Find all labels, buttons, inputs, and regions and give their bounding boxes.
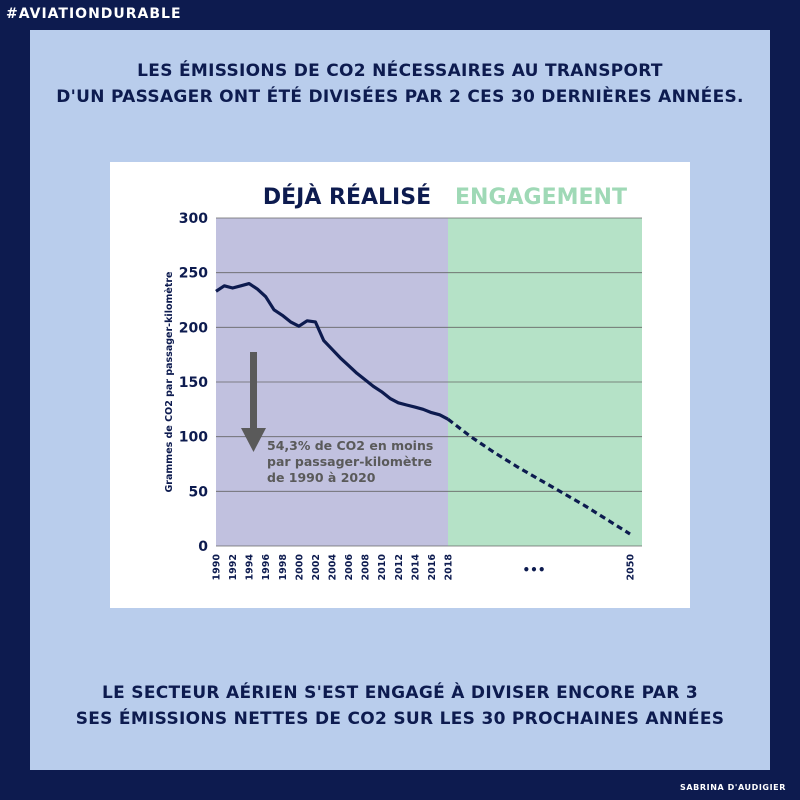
x-tick-2010: 2010 bbox=[377, 554, 388, 581]
x-tick-1994: 1994 bbox=[245, 554, 256, 581]
x-tick-2002: 2002 bbox=[311, 554, 322, 580]
hashtag: #AVIATIONDURABLE bbox=[6, 6, 182, 22]
y-tick-50: 50 bbox=[189, 484, 209, 500]
y-tick-200: 200 bbox=[179, 320, 208, 336]
series-line-realise bbox=[215, 281, 449, 421]
headline-bottom-line-2: SES ÉMISSIONS NETTES DE CO2 SUR LES 30 P… bbox=[75, 709, 725, 729]
x-tick-2012: 2012 bbox=[394, 554, 405, 580]
x-tick-2050: 2050 bbox=[626, 554, 637, 581]
chart-card: 0 50 100 150 200 250 300 DÉJÀ RÉALISÉ ENGAGEMENT… bbox=[110, 162, 690, 608]
x-tick-1998: 1998 bbox=[278, 554, 289, 581]
annotation-line-1: 54,3% de CO2 en moins bbox=[267, 438, 433, 453]
headline-top-line-1: LES ÉMISSIONS DE CO2 NÉCESSAIRES AU TRAN… bbox=[137, 61, 663, 81]
y-tick-250: 250 bbox=[179, 266, 208, 282]
x-tick-2004: 2004 bbox=[328, 554, 339, 581]
y-tick-150: 150 bbox=[179, 375, 208, 391]
x-tick-2008: 2008 bbox=[361, 554, 372, 581]
x-tick-2006: 2006 bbox=[344, 554, 355, 581]
arrow-head bbox=[241, 428, 266, 452]
zone-label-deja-realise: DÉJÀ RÉALISÉ bbox=[263, 184, 431, 210]
zone-label-engagement: ENGAGEMENT bbox=[455, 185, 627, 210]
y-tick-100: 100 bbox=[179, 430, 208, 446]
x-axis-ellipsis: ••• bbox=[522, 563, 545, 577]
x-tick-2014: 2014 bbox=[410, 554, 421, 581]
x-tick-1996: 1996 bbox=[261, 554, 272, 581]
y-tick-0: 0 bbox=[198, 539, 208, 555]
y-axis-label: Grammes de CO2 par passager-kilomètre bbox=[164, 272, 175, 493]
annotation-line-2: par passager-kilomètre bbox=[267, 454, 432, 469]
co2-chart: 0 50 100 150 200 250 300 DÉJÀ RÉALISÉ ENGAGEMENT… bbox=[164, 184, 642, 581]
y-tick-300: 300 bbox=[179, 211, 208, 227]
headline-bottom-line-1: LE SECTEUR AÉRIEN S'EST ENGAGÉ À DIVISER… bbox=[102, 683, 698, 703]
annotation-line-3: de 1990 à 2020 bbox=[267, 470, 376, 485]
arrow-shaft bbox=[250, 352, 257, 430]
content-panel: LES ÉMISSIONS DE CO2 NÉCESSAIRES AU TRAN… bbox=[30, 30, 770, 770]
x-tick-1992: 1992 bbox=[228, 554, 239, 580]
author-credit: SABRINA D'AUDIGIER bbox=[680, 783, 786, 792]
x-tick-2000: 2000 bbox=[294, 554, 305, 581]
headline-top: LES ÉMISSIONS DE CO2 NÉCESSAIRES AU TRAN… bbox=[30, 58, 770, 110]
x-tick-1990: 1990 bbox=[212, 554, 223, 581]
headline-bottom: LE SECTEUR AÉRIEN S'EST ENGAGÉ À DIVISER… bbox=[30, 680, 770, 732]
x-tick-2016: 2016 bbox=[427, 554, 438, 581]
x-tick-2018: 2018 bbox=[444, 554, 455, 581]
headline-top-line-2: D'UN PASSAGER ONT ÉTÉ DIVISÉES PAR 2 CES… bbox=[56, 87, 744, 107]
